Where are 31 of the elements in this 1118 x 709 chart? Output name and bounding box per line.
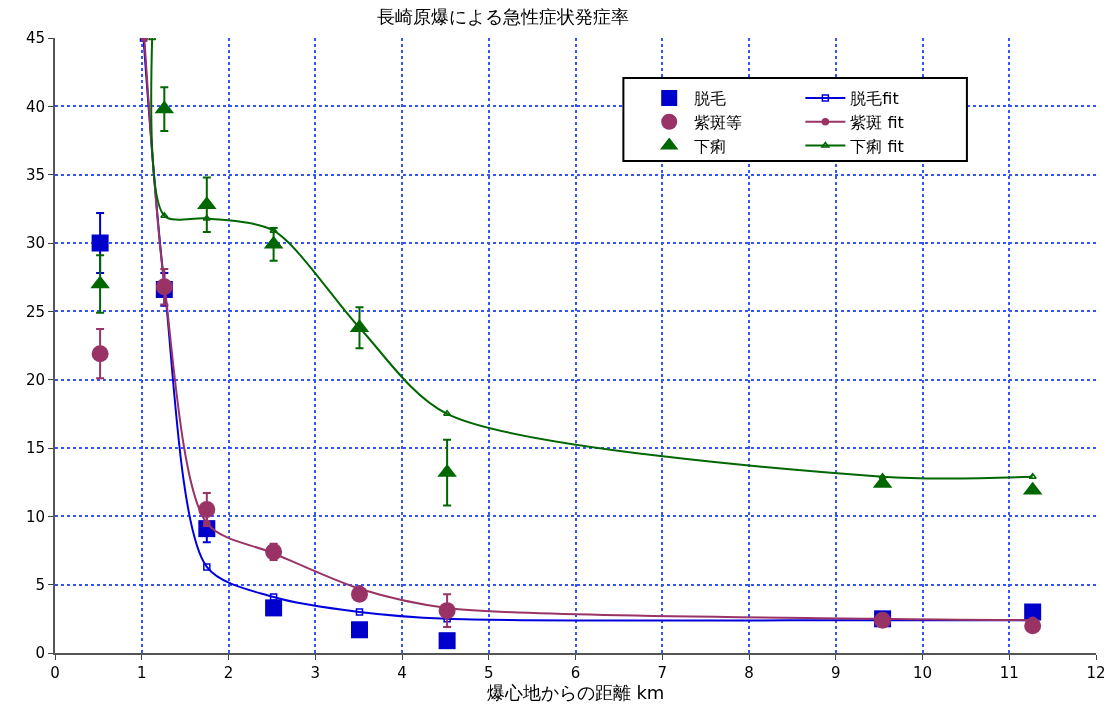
x-tick-label: 12 [1086,664,1106,682]
x-tick-label: 2 [223,664,234,682]
chart-title: 長崎原爆による急性症状発症率 [377,6,630,28]
x-tick-label: 11 [999,664,1019,682]
x-tick-label: 1 [136,664,147,682]
x-tick-label: 0 [50,664,60,682]
y-tick-label: 15 [25,439,45,458]
y-tick-label: 30 [25,234,45,253]
x-tick-label: 6 [570,664,581,682]
y-tick-label: 35 [25,165,45,184]
x-tick-label: 8 [744,664,754,682]
x-tick-label: 4 [397,664,407,682]
legend-label: 下痢 fit [850,136,904,156]
legend-label: 下痢 [694,136,727,156]
x-axis-title: 爆心地からの距離 km [486,682,665,703]
y-tick-label: 5 [35,575,45,594]
y-tick-label: 45 [25,29,45,48]
legend-label: 脱毛fit [850,89,899,109]
x-tick-label: 3 [310,664,321,682]
y-tick-label: 40 [25,97,45,116]
y-tick-label: 20 [25,370,45,389]
legend-label: 紫斑等 [694,112,743,132]
x-tick-label: 5 [483,664,494,682]
x-tick-label: 10 [912,664,933,682]
legend-label: 紫斑 fit [850,112,904,132]
legend-label: 脱毛 [694,89,727,109]
x-tick-label: 7 [657,664,668,682]
y-tick-label: 0 [35,644,45,663]
x-tick-label: 9 [830,664,841,682]
y-tick-label: 10 [25,507,45,526]
y-tick-label: 25 [25,302,45,321]
